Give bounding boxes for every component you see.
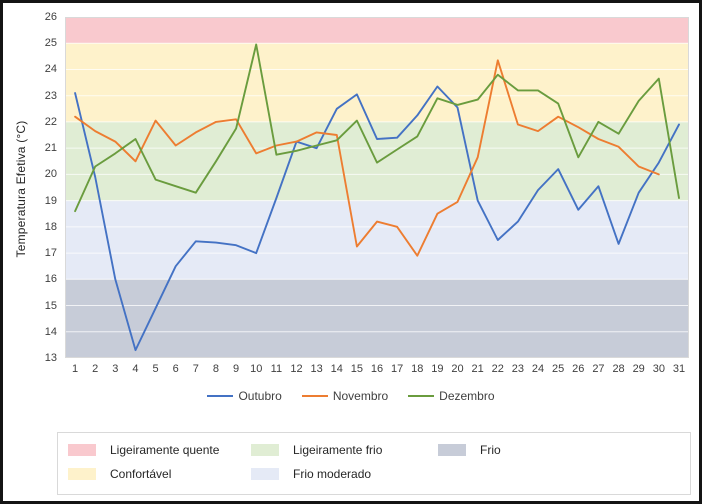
x-tick-label-8: 8 — [212, 363, 220, 375]
x-tick-label-9: 9 — [233, 363, 240, 375]
legend-label: Novembro — [332, 389, 389, 403]
series-line-novembro — [74, 59, 660, 257]
y-tick-label-24: 24 — [44, 63, 57, 76]
y-tick-label-23: 23 — [44, 89, 57, 102]
band-label: Ligeiramente quente — [110, 443, 220, 457]
plot-area — [65, 17, 689, 358]
legend-line-icon — [207, 395, 234, 397]
y-tick-label-25: 25 — [44, 37, 57, 50]
x-tick-label-31: 31 — [672, 363, 686, 375]
band-legend-item-confort-vel: Confortável — [68, 467, 171, 481]
x-tick-label-24: 24 — [531, 363, 545, 375]
x-tick-label-16: 16 — [370, 363, 384, 375]
band-swatch — [68, 444, 96, 456]
x-tick-label-27: 27 — [592, 363, 605, 375]
x-tick-label-22: 22 — [491, 363, 504, 375]
band-legend-item-frio: Frio — [438, 443, 501, 457]
legend-item-dezembro: Dezembro — [408, 389, 495, 403]
x-tick-label-18: 18 — [411, 363, 424, 375]
x-tick-label-28: 28 — [612, 363, 625, 375]
x-tick-label-1: 1 — [71, 363, 79, 375]
band-swatch — [251, 468, 279, 480]
series-line-outubro — [74, 85, 680, 352]
legend-label: Dezembro — [439, 389, 495, 403]
band-swatch — [68, 468, 96, 480]
x-tick-label-11: 11 — [270, 363, 283, 375]
band-swatch — [438, 444, 466, 456]
x-tick-label-3: 3 — [112, 363, 119, 375]
x-tick-label-23: 23 — [511, 363, 525, 375]
band-label: Confortável — [110, 467, 172, 481]
y-tick-label-15: 15 — [44, 299, 57, 312]
y-tick-label-26: 26 — [44, 11, 57, 23]
chart-canvas — [65, 17, 689, 358]
x-tick-label-10: 10 — [250, 363, 263, 375]
x-tick-label-6: 6 — [172, 363, 179, 375]
x-tick-label-13: 13 — [310, 363, 323, 375]
legend-label: Outubro — [238, 389, 282, 403]
legend-line-icon — [408, 395, 435, 397]
x-tick-label-17: 17 — [391, 363, 404, 375]
series-line-dezembro — [74, 43, 680, 213]
band-confort-vel — [65, 43, 689, 122]
series-legend: Outubro Novembro Dezembro — [3, 389, 699, 403]
x-tick-label-21: 21 — [471, 363, 484, 375]
y-tick-label-13: 13 — [44, 352, 57, 364]
band-label: Ligeiramente frio — [293, 443, 383, 457]
x-tick-label-12: 12 — [290, 363, 303, 375]
x-tick-label-30: 30 — [652, 363, 665, 375]
x-tick-label-19: 19 — [431, 363, 444, 375]
y-tick-label-17: 17 — [44, 247, 57, 260]
band-label: Frio — [480, 443, 501, 457]
x-tick-label-2: 2 — [92, 363, 99, 375]
band-legend-item-ligeiramente-quente: Ligeiramente quente — [68, 443, 219, 457]
x-tick-label-15: 15 — [350, 363, 363, 375]
x-tick-label-20: 20 — [451, 363, 464, 375]
legend-item-outubro: Outubro — [207, 389, 282, 403]
y-tick-label-21: 21 — [44, 142, 57, 155]
plot-border — [65, 17, 689, 358]
legend-item-novembro: Novembro — [301, 389, 389, 403]
y-tick-label-22: 22 — [44, 115, 57, 128]
x-tick-label-26: 26 — [572, 363, 585, 375]
y-tick-label-16: 16 — [44, 273, 57, 286]
y-tick-label-20: 20 — [44, 168, 57, 181]
x-tick-label-25: 25 — [552, 363, 565, 375]
band-frio — [65, 279, 689, 358]
x-tick-label-29: 29 — [632, 363, 645, 375]
band-legend-item-ligeiramente-frio: Ligeiramente frio — [251, 443, 382, 457]
y-tick-label-14: 14 — [44, 325, 57, 338]
band-swatch — [251, 444, 279, 456]
x-tick-label-4: 4 — [132, 363, 139, 375]
band-ligeiramente-quente — [65, 17, 689, 44]
band-legend-item-frio-moderado: Frio moderado — [251, 467, 371, 481]
x-tick-label-7: 7 — [192, 363, 199, 375]
band-legend: Ligeiramente quente Ligeiramente frio Frio… — [57, 432, 691, 495]
band-label: Frio moderado — [293, 467, 372, 481]
x-tick-label-5: 5 — [152, 363, 159, 375]
y-tick-label-18: 18 — [44, 220, 57, 233]
y-tick-label-19: 19 — [44, 194, 57, 207]
band-frio-moderado — [65, 200, 689, 280]
x-tick-label-14: 14 — [330, 363, 343, 375]
legend-line-icon — [301, 395, 328, 397]
